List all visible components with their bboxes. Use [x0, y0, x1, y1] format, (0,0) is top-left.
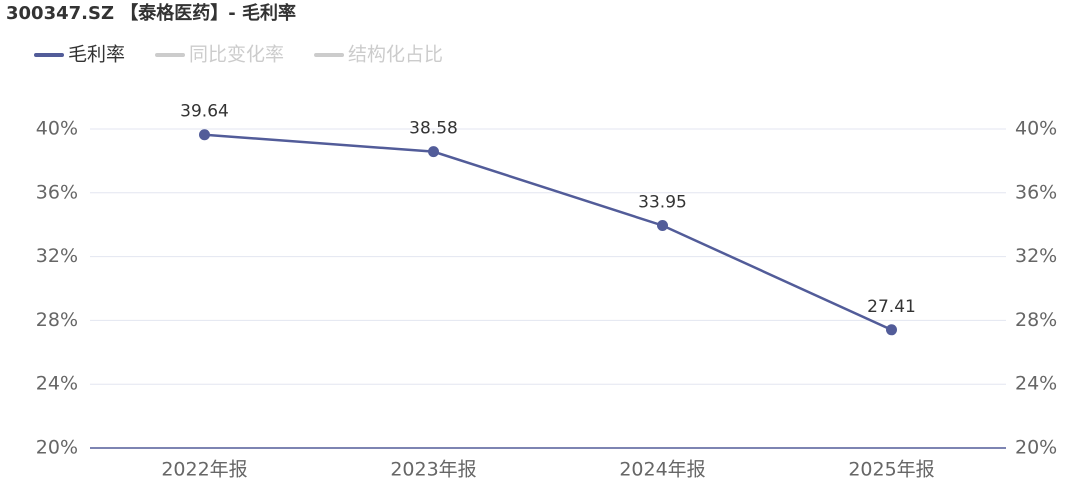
data-label: 38.58: [409, 119, 458, 139]
line: [204, 133, 893, 331]
y2-tick-label: 40%: [1015, 118, 1057, 140]
y-tick-label: 36%: [36, 181, 78, 203]
y-tick-label: 40%: [36, 118, 78, 140]
y2-tick-label: 32%: [1015, 245, 1057, 267]
x-tick-label: 2024年报: [619, 459, 705, 481]
x-tick-label: 2023年报: [390, 459, 476, 481]
y2-tick-label: 36%: [1015, 181, 1057, 203]
legend-label[interactable]: 结构化占比: [348, 44, 443, 66]
y2-tick-label: 20%: [1015, 437, 1057, 459]
point: [657, 219, 668, 231]
y-tick-label: 32%: [36, 245, 78, 267]
y2-tick-label: 28%: [1015, 309, 1057, 331]
y2-tick-label: 24%: [1015, 373, 1057, 395]
x-tick-label: 2025年报: [848, 459, 934, 481]
x-tick-label: 2022年报: [161, 459, 247, 481]
data-label: 27.41: [867, 297, 916, 317]
y-tick-label: 28%: [36, 309, 78, 331]
point: [886, 324, 897, 336]
point: [199, 129, 210, 141]
chart-title: 300347.SZ 【泰格医药】- 毛利率: [6, 2, 296, 24]
data-label: 33.95: [638, 192, 687, 212]
legend-label[interactable]: 同比变化率: [189, 44, 284, 66]
y-tick-label: 24%: [36, 373, 78, 395]
y-tick-label: 20%: [36, 437, 78, 459]
legend-label[interactable]: 毛利率: [68, 44, 125, 66]
data-label: 39.64: [180, 102, 229, 122]
point: [428, 146, 439, 158]
